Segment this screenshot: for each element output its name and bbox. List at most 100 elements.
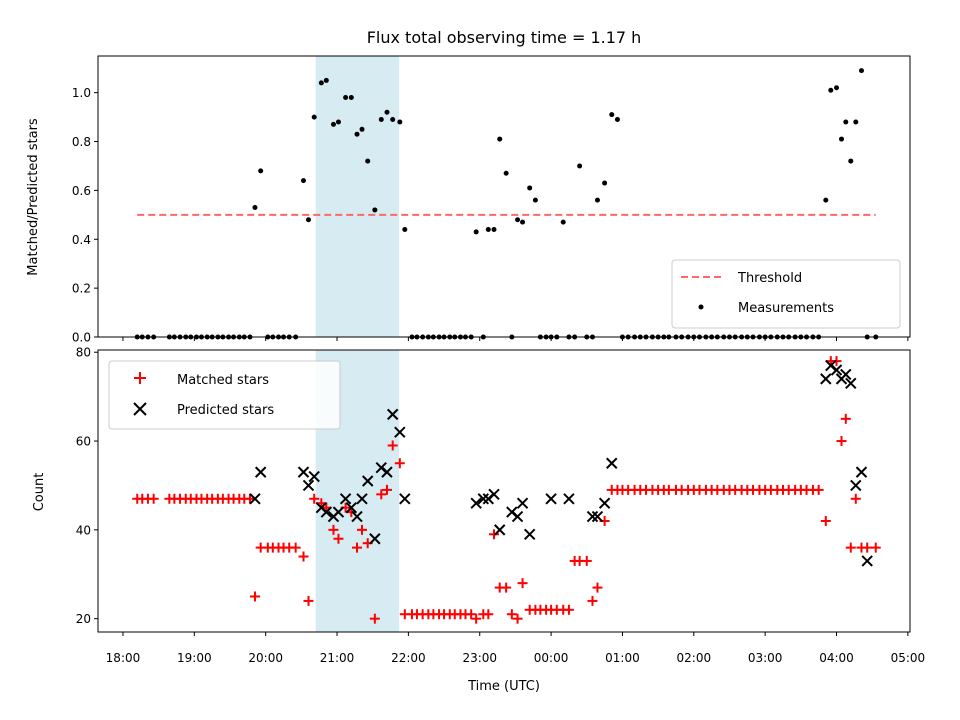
measurement-point — [378, 117, 384, 123]
predicted-point — [345, 501, 358, 514]
predicted-point — [586, 510, 599, 523]
measurement-point — [497, 136, 503, 142]
predicted-point — [470, 497, 482, 509]
measurement-point — [858, 68, 864, 74]
matched-point — [369, 613, 380, 624]
matched-point — [592, 582, 603, 593]
predicted-point — [362, 475, 374, 487]
measurement-point — [300, 178, 306, 184]
predicted-point — [254, 466, 267, 478]
measurement-point — [614, 117, 620, 123]
measurement-point — [397, 119, 403, 125]
predicted-point — [339, 493, 352, 505]
measurement-point — [354, 131, 360, 137]
matched-point — [836, 436, 847, 447]
y-tick-label: 40 — [76, 523, 91, 537]
measurement-point — [503, 170, 509, 176]
top-panel: 0.0 0.2 0.4 0.6 0.8 1.0 Flux total observing … — [26, 28, 911, 345]
x-tick-label: 05:00 — [891, 651, 926, 665]
predicted-point — [302, 479, 315, 492]
y-tick-label: 0.6 — [72, 184, 91, 198]
top-y-axis-label: Matched/Predicted stars — [26, 118, 41, 276]
top-axes-frame — [97, 55, 911, 338]
measurement-point — [848, 158, 854, 164]
predicted-point — [356, 493, 368, 505]
matched-point — [148, 493, 159, 504]
matched-point — [862, 542, 873, 553]
predicted-point — [861, 555, 873, 567]
matched-point — [581, 555, 592, 566]
measurement-point — [305, 217, 311, 223]
measurement-point — [402, 226, 408, 232]
matched-point — [483, 609, 494, 620]
matched-point — [845, 542, 856, 553]
measurement-point — [359, 126, 365, 132]
measurement-point — [828, 87, 834, 93]
legend-threshold-label: Threshold — [737, 271, 802, 286]
legend-predicted-swatch — [133, 402, 147, 416]
measurement-point — [491, 226, 497, 232]
predicted-point — [845, 377, 857, 390]
measurement-point — [843, 119, 849, 125]
measurement-point — [853, 119, 859, 125]
predicted-point — [369, 533, 381, 545]
measurement-point — [609, 112, 615, 118]
measurement-point — [323, 77, 329, 83]
predicted-point — [606, 457, 618, 469]
measurement-point — [343, 95, 349, 101]
matched-point — [501, 582, 512, 593]
bottom-legend: Matched stars Predicted stars — [108, 360, 341, 430]
x-tick-label: 20:00 — [248, 651, 283, 665]
matched-point — [587, 595, 598, 606]
legend-matched-swatch — [134, 372, 146, 384]
bottom-axes-frame — [97, 349, 911, 633]
matched-point — [376, 489, 387, 500]
matched-point — [394, 458, 405, 469]
measurement-point — [372, 207, 378, 213]
measurement-point — [384, 109, 390, 115]
matched-point — [840, 413, 851, 424]
predicted-point — [545, 493, 557, 505]
measurement-point — [348, 95, 354, 101]
x-tick-label: 03:00 — [748, 651, 783, 665]
matched-point — [244, 493, 255, 504]
measurement-point — [485, 226, 491, 232]
chart-title: Flux total observing time = 1.17 h — [367, 28, 642, 47]
matched-point — [820, 515, 831, 526]
measurement-point — [365, 158, 371, 164]
predicted-stars-series — [249, 359, 873, 567]
bottom-y-axis-label: Count — [32, 473, 47, 512]
predicted-point — [297, 466, 310, 478]
measurement-point — [577, 163, 583, 169]
matched-point — [357, 524, 368, 535]
predicted-point — [394, 426, 406, 438]
matched-point — [512, 613, 523, 624]
legend-measurements-label: Measurements — [738, 301, 834, 316]
matched-point — [290, 542, 301, 553]
predicted-point — [598, 497, 611, 509]
matched-point — [309, 493, 320, 504]
x-tick-label: 00:00 — [534, 651, 569, 665]
predicted-point — [332, 506, 345, 518]
measurement-point — [390, 117, 396, 123]
x-tick-label: 23:00 — [462, 651, 497, 665]
predicted-point — [591, 510, 604, 523]
matched-point — [813, 484, 824, 495]
predicted-point — [820, 373, 832, 385]
measurement-point — [330, 121, 336, 127]
x-axis-label: Time (UTC) — [467, 679, 540, 694]
x-tick-label: 19:00 — [177, 651, 212, 665]
matched-point — [471, 613, 482, 624]
predicted-point — [308, 470, 320, 483]
matched-point — [466, 609, 477, 620]
measurement-point — [602, 180, 608, 186]
measurement-point — [594, 197, 600, 203]
matched-point — [381, 484, 392, 495]
matched-point — [831, 356, 842, 367]
matched-point — [506, 609, 517, 620]
predicted-point — [850, 479, 862, 492]
matched-point — [489, 529, 500, 540]
x-tick-label: 04:00 — [819, 651, 854, 665]
matched-point — [563, 604, 574, 615]
